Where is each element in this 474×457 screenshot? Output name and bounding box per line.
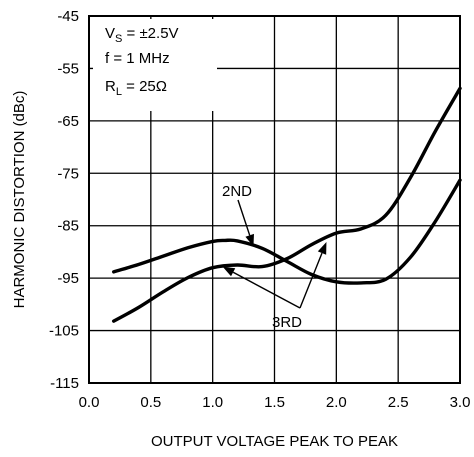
conditions-supply: VS = ±2.5V	[105, 25, 179, 45]
x-tick-label: 1.0	[202, 394, 223, 411]
x-tick-label: 0.0	[79, 394, 100, 411]
y-tick-label: -95	[57, 270, 79, 287]
y-tick-label: -65	[57, 113, 79, 130]
y-tick-label: -45	[57, 8, 79, 25]
y-tick-label: -105	[49, 323, 79, 340]
arrow-2nd	[237, 199, 254, 247]
arrow-3rd-left	[222, 266, 301, 309]
series-line-3rd	[112, 86, 462, 323]
conditions-frequency: f = 1 MHz	[105, 50, 170, 67]
x-tick-label: 0.5	[140, 394, 161, 411]
series-line-2nd	[112, 178, 462, 285]
series-label-3rd: 3RD	[272, 314, 302, 331]
y-axis-title: HARMONIC DISTORTION (dBc)	[11, 91, 28, 309]
plot-frame	[88, 15, 461, 384]
conditions-box	[93, 19, 217, 111]
arrow-3rd-right	[299, 241, 327, 309]
curves	[112, 86, 462, 323]
x-tick-label: 3.0	[450, 394, 471, 411]
y-tick-label: -85	[57, 218, 79, 235]
y-tick-label: -115	[50, 375, 79, 392]
x-axis-title: OUTPUT VOLTAGE PEAK TO PEAK	[151, 433, 398, 450]
series-label-2nd: 2ND	[222, 183, 252, 200]
x-tick-label: 2.5	[388, 394, 409, 411]
annotation-arrows	[222, 199, 327, 309]
y-tick-label: -55	[57, 60, 79, 77]
tick-labels: 0.0 0.5 1.0 1.5 2.0 2.5 3.0 -45 -55 -65 -75 -85 -95 -…	[49, 8, 470, 411]
conditions-load: RL = 25Ω	[105, 78, 167, 98]
x-tick-label: 1.5	[264, 394, 285, 411]
y-tick-label: -75	[57, 165, 79, 182]
x-tick-label: 2.0	[326, 394, 347, 411]
